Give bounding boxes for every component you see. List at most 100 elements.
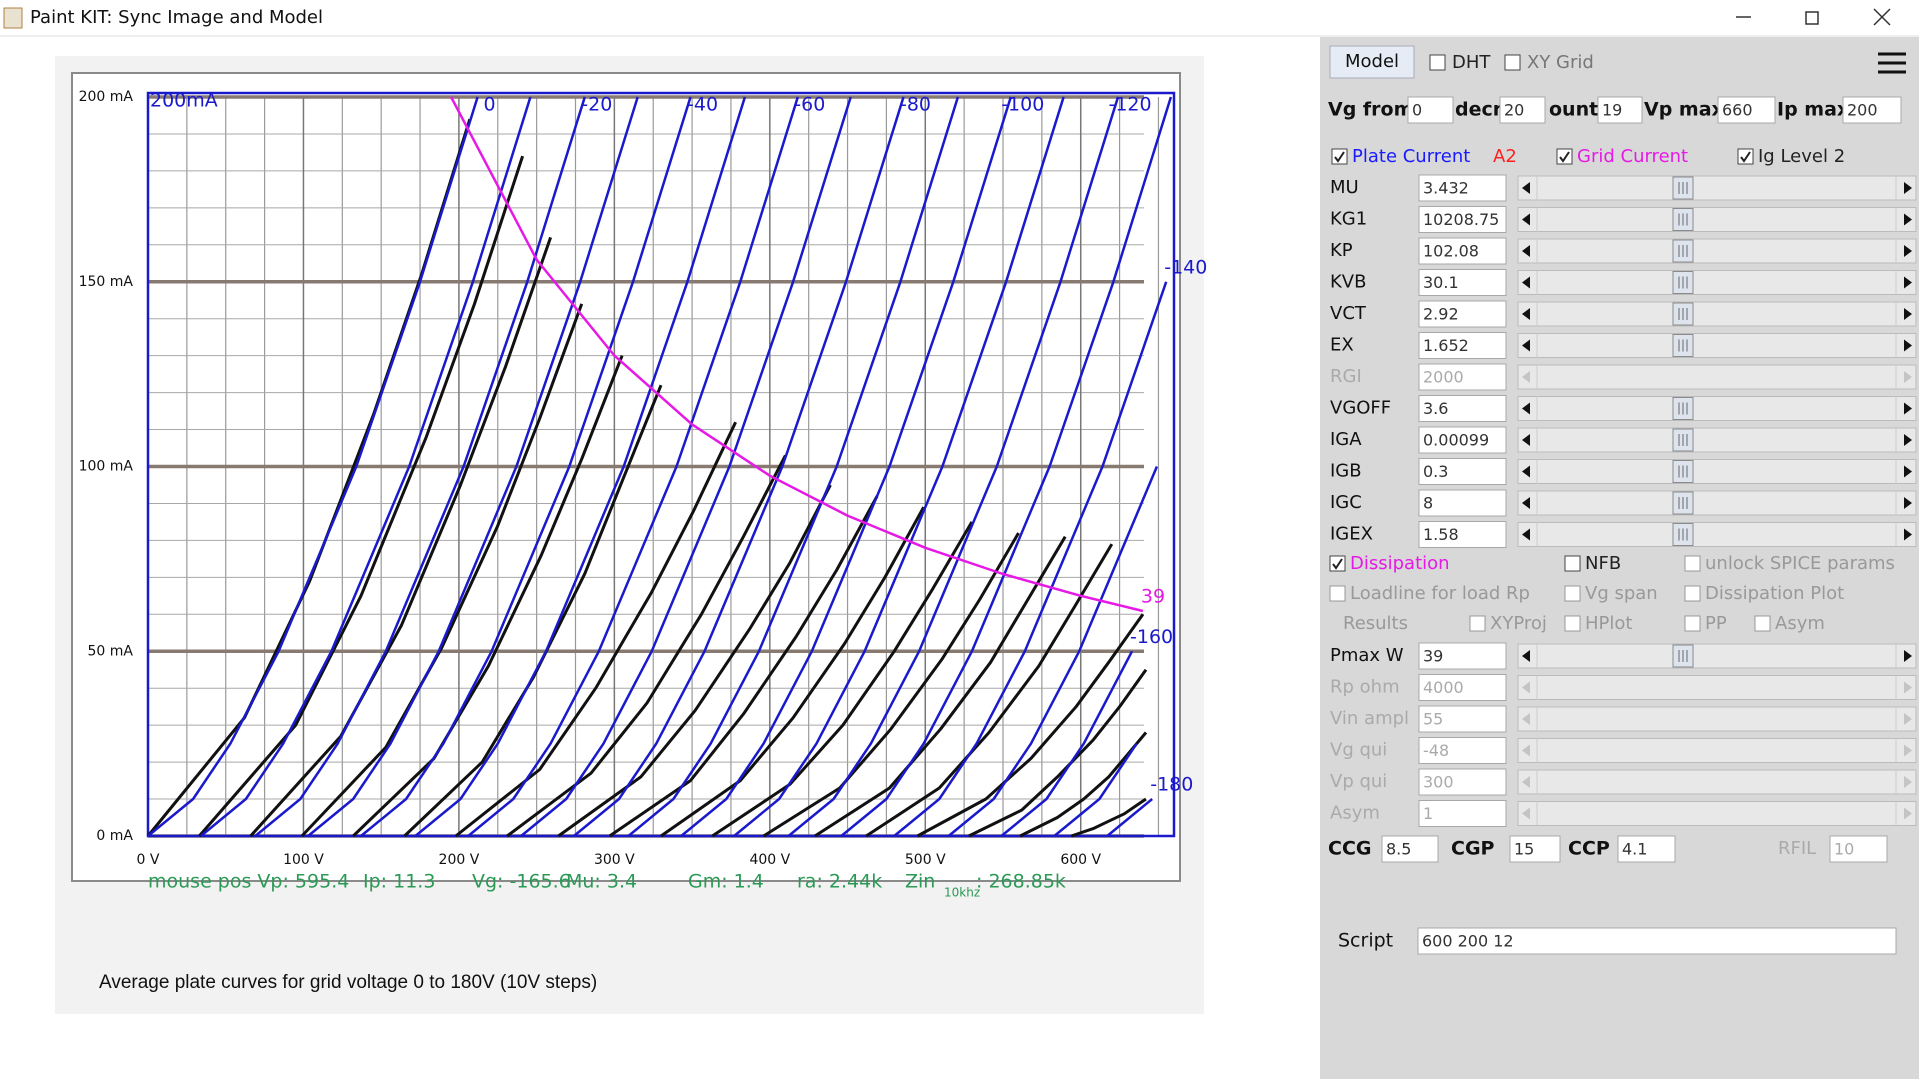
slider-arrow-left[interactable]	[1522, 681, 1530, 694]
text-field[interactable]	[1509, 835, 1561, 863]
text-field[interactable]	[1407, 96, 1454, 124]
text-field[interactable]	[1381, 835, 1439, 863]
text-field[interactable]	[1418, 269, 1507, 296]
text-field[interactable]	[1418, 674, 1507, 701]
checkbox[interactable]	[1737, 148, 1754, 165]
text-field[interactable]	[1418, 800, 1507, 827]
checkbox[interactable]	[1684, 585, 1701, 602]
slider-track[interactable]	[1517, 364, 1917, 390]
text-field[interactable]	[1418, 642, 1507, 670]
slider-arrow-right[interactable]	[1904, 402, 1912, 415]
checkbox[interactable]	[1684, 615, 1701, 632]
slider-arrow-right[interactable]	[1904, 434, 1912, 446]
checkbox[interactable]	[1504, 54, 1521, 71]
checkbox[interactable]	[1564, 615, 1581, 632]
checkbox[interactable]	[1329, 585, 1346, 602]
slider-arrow-right[interactable]	[1904, 245, 1912, 257]
text-field[interactable]	[1499, 96, 1546, 124]
text-field[interactable]	[1418, 768, 1507, 796]
slider-arrow-left[interactable]	[1522, 402, 1530, 415]
slider-track[interactable]	[1517, 270, 1917, 295]
model-button[interactable]	[1329, 45, 1415, 79]
slider-track[interactable]	[1517, 490, 1917, 516]
slider-arrow-right[interactable]	[1904, 528, 1912, 541]
restore-button[interactable]	[1805, 11, 1819, 25]
slider-arrow-left[interactable]	[1522, 371, 1530, 383]
slider-arrow-right[interactable]	[1904, 650, 1912, 662]
slider-arrow-right[interactable]	[1904, 465, 1912, 478]
text-field[interactable]	[1418, 489, 1507, 517]
slider-track[interactable]	[1517, 643, 1917, 669]
text-field[interactable]	[1418, 363, 1507, 391]
slider-arrow-left[interactable]	[1522, 744, 1530, 757]
text-field[interactable]	[1418, 521, 1507, 548]
slider-arrow-right[interactable]	[1904, 497, 1912, 509]
checkbox[interactable]	[1469, 615, 1486, 632]
text-field[interactable]	[1842, 96, 1902, 124]
slider-arrow-right[interactable]	[1904, 339, 1912, 352]
menu-button[interactable]	[1878, 52, 1906, 74]
slider-arrow-left[interactable]	[1522, 182, 1530, 194]
slider-arrow-left[interactable]	[1522, 308, 1530, 320]
text-field[interactable]	[1597, 96, 1643, 124]
slider-arrow-left[interactable]	[1522, 497, 1530, 509]
slider-arrow-right[interactable]	[1904, 308, 1912, 320]
slider-arrow-left[interactable]	[1522, 713, 1530, 725]
slider-track[interactable]	[1517, 238, 1917, 264]
checkbox[interactable]	[1329, 555, 1346, 572]
slider-arrow-left[interactable]	[1522, 339, 1530, 352]
slider-arrow-right[interactable]	[1904, 744, 1912, 757]
slider-arrow-left[interactable]	[1522, 528, 1530, 541]
text-field[interactable]	[1418, 395, 1507, 422]
slider-arrow-right[interactable]	[1904, 182, 1912, 194]
slider-arrow-right[interactable]	[1904, 807, 1912, 820]
slider-arrow-left[interactable]	[1522, 776, 1530, 788]
text-field[interactable]	[1617, 835, 1676, 863]
slider-track[interactable]	[1517, 522, 1917, 547]
slider-arrow-left[interactable]	[1522, 213, 1530, 226]
slider-track[interactable]	[1517, 333, 1917, 358]
slider-arrow-right[interactable]	[1904, 371, 1912, 383]
text-field[interactable]	[1418, 458, 1507, 485]
slider-arrow-left[interactable]	[1522, 434, 1530, 446]
slider-arrow-left[interactable]	[1522, 245, 1530, 257]
checkbox[interactable]	[1331, 148, 1348, 165]
slider-arrow-left[interactable]	[1522, 465, 1530, 478]
slider-arrow-right[interactable]	[1904, 681, 1912, 694]
checkbox[interactable]	[1429, 54, 1446, 71]
slider-track[interactable]	[1517, 396, 1917, 421]
slider-arrow-left[interactable]	[1522, 807, 1530, 820]
text-field[interactable]	[1418, 705, 1507, 733]
slider-track[interactable]	[1517, 207, 1917, 232]
checkbox[interactable]	[1556, 148, 1573, 165]
slider-track[interactable]	[1517, 675, 1917, 700]
text-field[interactable]	[1417, 927, 1897, 955]
slider-arrow-right[interactable]	[1904, 776, 1912, 788]
text-field[interactable]	[1418, 426, 1507, 454]
checkbox[interactable]	[1564, 585, 1581, 602]
slider-track[interactable]	[1517, 301, 1917, 327]
slider-track[interactable]	[1517, 769, 1917, 795]
slider-arrow-right[interactable]	[1904, 276, 1912, 289]
text-field[interactable]	[1418, 332, 1507, 359]
checkbox[interactable]	[1564, 555, 1581, 572]
slider-track[interactable]	[1517, 801, 1917, 826]
slider-track[interactable]	[1517, 459, 1917, 484]
slider-track[interactable]	[1517, 175, 1917, 201]
slider-arrow-left[interactable]	[1522, 276, 1530, 289]
text-field[interactable]	[1829, 835, 1888, 863]
text-field[interactable]	[1418, 300, 1507, 328]
checkbox[interactable]	[1684, 555, 1701, 572]
slider-track[interactable]	[1517, 427, 1917, 453]
close-button[interactable]	[1873, 8, 1891, 26]
text-field[interactable]	[1717, 96, 1776, 124]
text-field[interactable]	[1418, 174, 1507, 202]
slider-track[interactable]	[1517, 738, 1917, 763]
checkbox[interactable]	[1754, 615, 1771, 632]
text-field[interactable]	[1418, 737, 1507, 764]
slider-arrow-right[interactable]	[1904, 213, 1912, 226]
slider-arrow-left[interactable]	[1522, 650, 1530, 662]
text-field[interactable]	[1418, 237, 1507, 265]
text-field[interactable]	[1418, 206, 1507, 233]
slider-arrow-right[interactable]	[1904, 713, 1912, 725]
